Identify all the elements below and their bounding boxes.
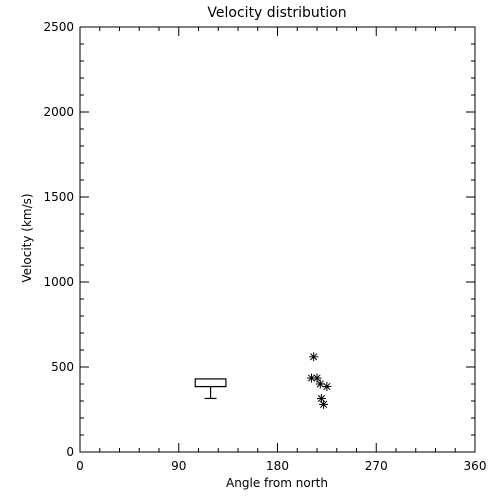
x-tick-label: 180: [266, 459, 289, 473]
x-tick-label: 90: [171, 459, 186, 473]
plot-frame: [79, 26, 476, 453]
chart-title: Velocity distribution: [207, 5, 346, 21]
x-tick-label: 270: [365, 459, 388, 473]
scatter-points: [307, 352, 332, 409]
x-tick-labels: 0 90 180 270 360: [76, 459, 486, 473]
y-axis-label: Velocity (km/s): [20, 193, 34, 282]
y-tick-label: 2000: [43, 105, 74, 119]
x-tick-label: 360: [464, 459, 487, 473]
y-tick-label: 2500: [43, 20, 74, 34]
scatter-point: [322, 382, 332, 392]
y-tick-labels: 0 500 1000 1500 2000 2500: [43, 20, 74, 459]
x-tick-label: 0: [76, 459, 84, 473]
axis-ticks: [79, 26, 476, 453]
y-tick-label: 0: [66, 445, 74, 459]
y-tick-label: 500: [51, 360, 74, 374]
y-tick-label: 1500: [43, 190, 74, 204]
scatter-point: [315, 379, 325, 389]
y-tick-label: 1000: [43, 275, 74, 289]
scatter-point: [319, 399, 329, 409]
x-axis-label: Angle from north: [226, 476, 328, 490]
box-plot: [194, 378, 227, 400]
scatter-point: [309, 352, 319, 362]
scatter-point: [307, 373, 317, 383]
box-body: [194, 378, 227, 388]
